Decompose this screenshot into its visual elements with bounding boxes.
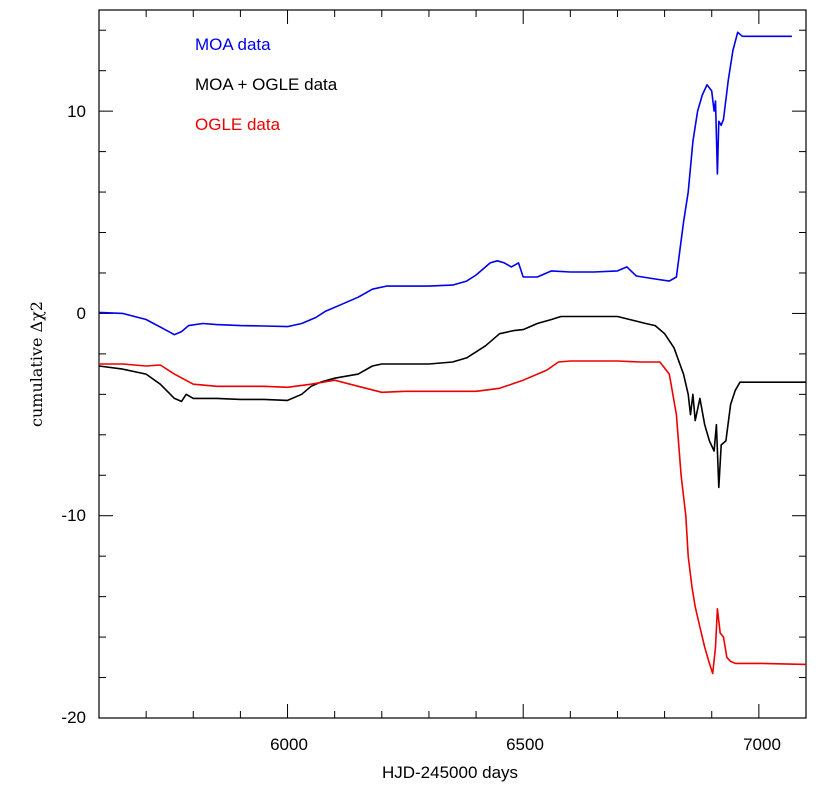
- legend-ogle: OGLE data: [195, 115, 281, 134]
- x-axis-title: HJD-245000 days: [382, 763, 518, 782]
- y-axis-title: cumulative Δχ2: [27, 301, 46, 427]
- x-tick-label-7000: 7000: [743, 735, 781, 754]
- tick-labels: 6000 6500 7000 10 0 -10 -20: [61, 102, 780, 754]
- y-tick-label-minus-20: -20: [61, 708, 86, 727]
- series-layer: [98, 31, 807, 675]
- series-line-0: [98, 31, 792, 336]
- series-line-1: [98, 315, 806, 489]
- y-tick-label-minus-10: -10: [61, 506, 86, 525]
- x-tick-label-6000: 6000: [270, 735, 308, 754]
- x-tick-label-6500: 6500: [506, 735, 544, 754]
- legend-moa-ogle: MOA + OGLE data: [195, 75, 338, 94]
- legend: MOA data MOA + OGLE data OGLE data: [195, 35, 338, 134]
- y-tick-label-10: 10: [67, 102, 86, 121]
- series-line-2: [99, 360, 807, 675]
- legend-moa: MOA data: [195, 35, 271, 54]
- y-tick-label-0: 0: [77, 304, 86, 323]
